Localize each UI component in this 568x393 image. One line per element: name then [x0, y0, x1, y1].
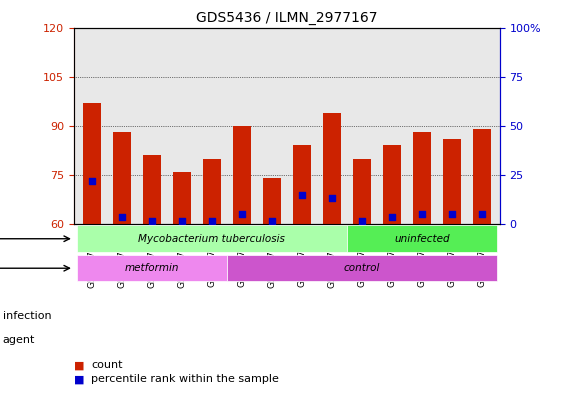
Bar — [443, 139, 461, 224]
Text: count: count — [91, 360, 122, 371]
Point — [87, 178, 97, 185]
Point — [327, 195, 336, 201]
Text: control: control — [344, 263, 380, 273]
Title: GDS5436 / ILMN_2977167: GDS5436 / ILMN_2977167 — [196, 11, 378, 25]
Bar — [353, 158, 371, 224]
Point — [447, 211, 456, 217]
Bar — [113, 132, 131, 224]
Text: percentile rank within the sample: percentile rank within the sample — [91, 374, 279, 384]
FancyBboxPatch shape — [77, 255, 227, 281]
Text: agent: agent — [3, 335, 35, 345]
Point — [417, 211, 427, 217]
Text: ■: ■ — [74, 360, 84, 371]
Bar — [383, 145, 401, 224]
Text: ■: ■ — [74, 374, 84, 384]
Bar — [203, 158, 221, 224]
FancyBboxPatch shape — [77, 226, 347, 252]
Point — [477, 211, 486, 217]
FancyBboxPatch shape — [347, 226, 497, 252]
Bar — [293, 145, 311, 224]
Bar — [263, 178, 281, 224]
Point — [118, 214, 127, 220]
Point — [387, 214, 396, 220]
Text: metformin: metformin — [124, 263, 179, 273]
Point — [357, 218, 366, 224]
Point — [268, 218, 277, 224]
Bar — [233, 126, 251, 224]
Point — [237, 211, 247, 217]
Text: infection: infection — [3, 311, 52, 321]
Point — [297, 191, 306, 198]
Text: uninfected: uninfected — [394, 234, 450, 244]
Point — [177, 218, 186, 224]
Bar — [83, 103, 101, 224]
Bar — [173, 172, 191, 224]
Bar — [473, 129, 491, 224]
Bar — [413, 132, 431, 224]
Point — [147, 218, 156, 224]
FancyBboxPatch shape — [227, 255, 497, 281]
Text: Mycobacterium tuberculosis: Mycobacterium tuberculosis — [139, 234, 285, 244]
Point — [207, 218, 216, 224]
Bar — [143, 155, 161, 224]
Bar — [323, 113, 341, 224]
